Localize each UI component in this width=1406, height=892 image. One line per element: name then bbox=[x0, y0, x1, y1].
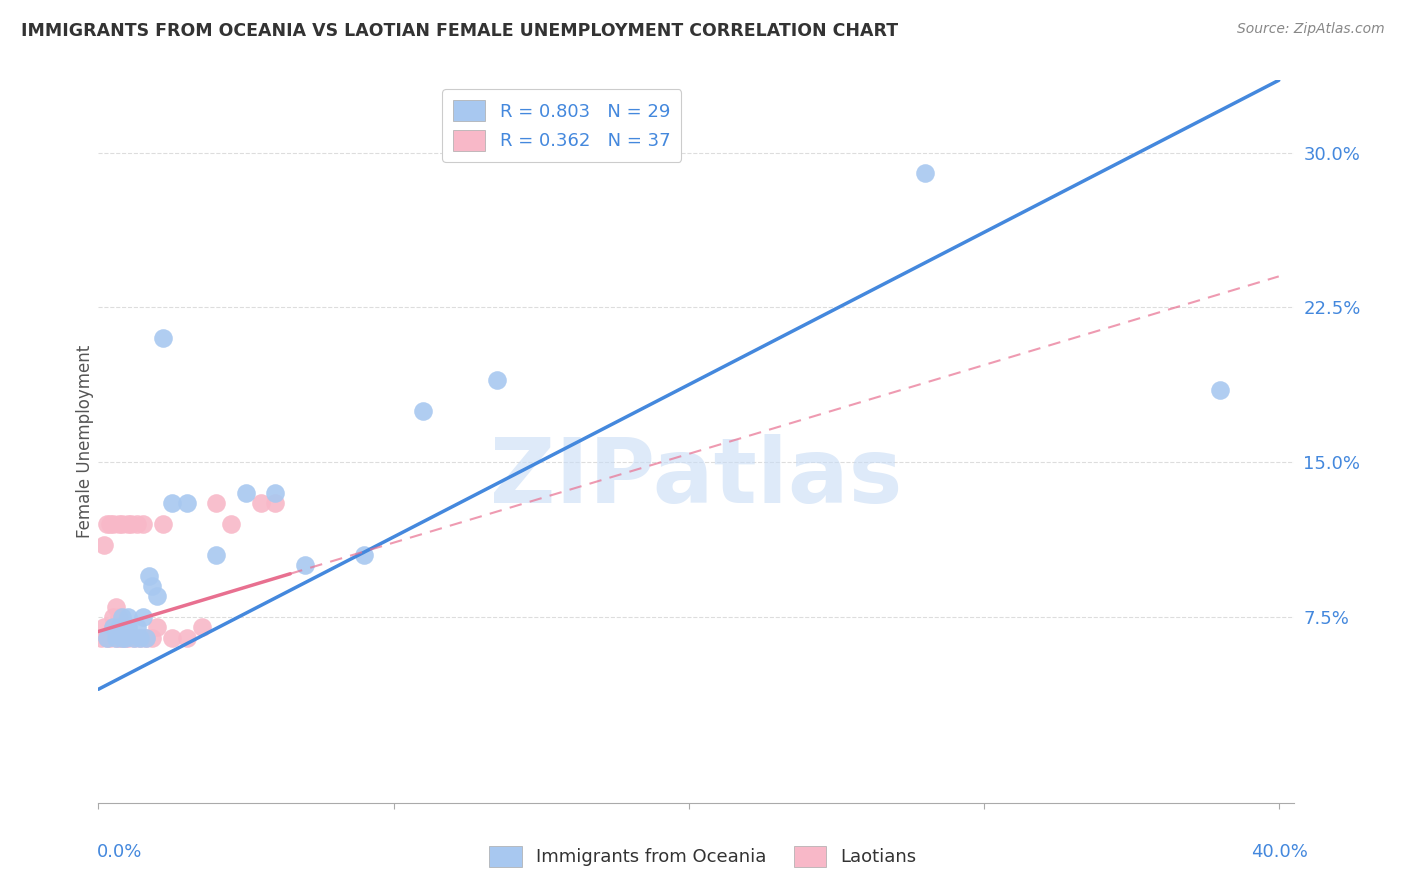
Point bbox=[141, 631, 163, 645]
Point bbox=[96, 517, 118, 532]
Point bbox=[914, 166, 936, 180]
Point bbox=[176, 496, 198, 510]
Point bbox=[125, 620, 148, 634]
Point bbox=[235, 486, 257, 500]
Point bbox=[114, 631, 136, 645]
Point bbox=[141, 579, 163, 593]
Point bbox=[205, 496, 228, 510]
Point bbox=[160, 631, 183, 645]
Point bbox=[117, 517, 139, 532]
Point bbox=[412, 403, 434, 417]
Point bbox=[101, 610, 124, 624]
Point bbox=[108, 610, 131, 624]
Point bbox=[205, 548, 228, 562]
Point bbox=[105, 599, 128, 614]
Point bbox=[264, 496, 287, 510]
Point bbox=[160, 496, 183, 510]
Point bbox=[111, 517, 134, 532]
Point bbox=[146, 620, 169, 634]
Point bbox=[96, 631, 118, 645]
Point bbox=[128, 631, 150, 645]
Point bbox=[152, 331, 174, 345]
Point bbox=[111, 610, 134, 624]
Text: 40.0%: 40.0% bbox=[1251, 843, 1308, 861]
Point bbox=[138, 568, 160, 582]
Point bbox=[90, 631, 112, 645]
Point bbox=[131, 517, 153, 532]
Point bbox=[219, 517, 242, 532]
Legend: R = 0.803   N = 29, R = 0.362   N = 37: R = 0.803 N = 29, R = 0.362 N = 37 bbox=[441, 89, 682, 161]
Point bbox=[114, 631, 136, 645]
Point bbox=[135, 631, 157, 645]
Point bbox=[294, 558, 316, 573]
Point bbox=[128, 631, 150, 645]
Text: 0.0%: 0.0% bbox=[97, 843, 142, 861]
Point bbox=[108, 631, 131, 645]
Point bbox=[101, 620, 124, 634]
Point bbox=[108, 517, 131, 532]
Point bbox=[96, 631, 118, 645]
Point bbox=[108, 620, 131, 634]
Y-axis label: Female Unemployment: Female Unemployment bbox=[76, 345, 94, 538]
Point bbox=[93, 538, 115, 552]
Point bbox=[93, 620, 115, 634]
Point bbox=[485, 373, 508, 387]
Point bbox=[101, 620, 124, 634]
Point bbox=[105, 620, 128, 634]
Point bbox=[190, 620, 212, 634]
Point bbox=[135, 631, 157, 645]
Point bbox=[117, 620, 139, 634]
Text: ZIPatlas: ZIPatlas bbox=[489, 434, 903, 522]
Point bbox=[1209, 383, 1232, 397]
Point bbox=[264, 486, 287, 500]
Point bbox=[111, 631, 134, 645]
Point bbox=[125, 517, 148, 532]
Point bbox=[120, 517, 142, 532]
Point bbox=[122, 631, 145, 645]
Point bbox=[111, 631, 134, 645]
Point bbox=[131, 610, 153, 624]
Legend: Immigrants from Oceania, Laotians: Immigrants from Oceania, Laotians bbox=[482, 838, 924, 874]
Point bbox=[117, 610, 139, 624]
Point bbox=[98, 631, 121, 645]
Point bbox=[101, 517, 124, 532]
Text: IMMIGRANTS FROM OCEANIA VS LAOTIAN FEMALE UNEMPLOYMENT CORRELATION CHART: IMMIGRANTS FROM OCEANIA VS LAOTIAN FEMAL… bbox=[21, 22, 898, 40]
Point bbox=[122, 631, 145, 645]
Point bbox=[98, 517, 121, 532]
Point bbox=[105, 631, 128, 645]
Point bbox=[152, 517, 174, 532]
Text: Source: ZipAtlas.com: Source: ZipAtlas.com bbox=[1237, 22, 1385, 37]
Point bbox=[353, 548, 375, 562]
Point bbox=[105, 631, 128, 645]
Point bbox=[176, 631, 198, 645]
Point bbox=[249, 496, 271, 510]
Point bbox=[146, 590, 169, 604]
Point bbox=[117, 631, 139, 645]
